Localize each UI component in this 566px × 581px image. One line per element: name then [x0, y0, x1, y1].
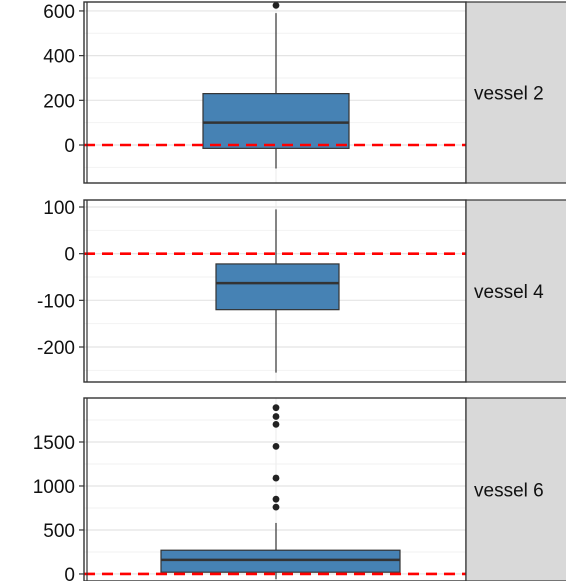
y-tick-label: 100	[43, 198, 75, 219]
box-iqr	[160, 549, 401, 573]
y-tick-label: 0	[64, 136, 75, 157]
outlier-point	[272, 1, 280, 9]
outlier-point	[272, 442, 280, 450]
y-tick-label: 0	[64, 565, 75, 581]
y-tick-label: 200	[43, 91, 75, 112]
y-tick-label: 1000	[33, 477, 75, 498]
outlier-point	[272, 503, 280, 511]
outlier-point	[272, 420, 280, 428]
outlier-point	[272, 413, 280, 420]
box-iqr	[215, 263, 340, 311]
facet-panel-2: -200 -100 0 100 vessel 4	[37, 198, 566, 383]
facet-strip	[465, 1, 566, 184]
y-tick-label: -200	[37, 338, 75, 359]
facet-panel-1: 0 200 400 600 vessel 2	[43, 1, 566, 184]
facet-strip-label: vessel 2	[474, 84, 544, 105]
y-tick-label: 500	[43, 521, 75, 542]
outlier-point	[272, 404, 280, 412]
facet-strip	[465, 199, 566, 383]
facet-strip-label: vessel 6	[474, 481, 544, 502]
outlier-point	[272, 474, 280, 482]
outlier-point	[272, 495, 280, 503]
facet-panel-3: 0 500 1000 1500 vessel 6	[33, 397, 566, 581]
box-iqr	[202, 93, 350, 149]
y-tick-label: -100	[37, 291, 75, 312]
y-tick-label: 0	[64, 245, 75, 266]
y-tick-label: 1500	[33, 433, 75, 454]
y-tick-label: 400	[43, 47, 75, 68]
y-tick-label: 600	[43, 2, 75, 23]
panel-background	[84, 2, 466, 183]
facet-strip	[465, 397, 566, 581]
facet-strip-label: vessel 4	[474, 282, 544, 303]
